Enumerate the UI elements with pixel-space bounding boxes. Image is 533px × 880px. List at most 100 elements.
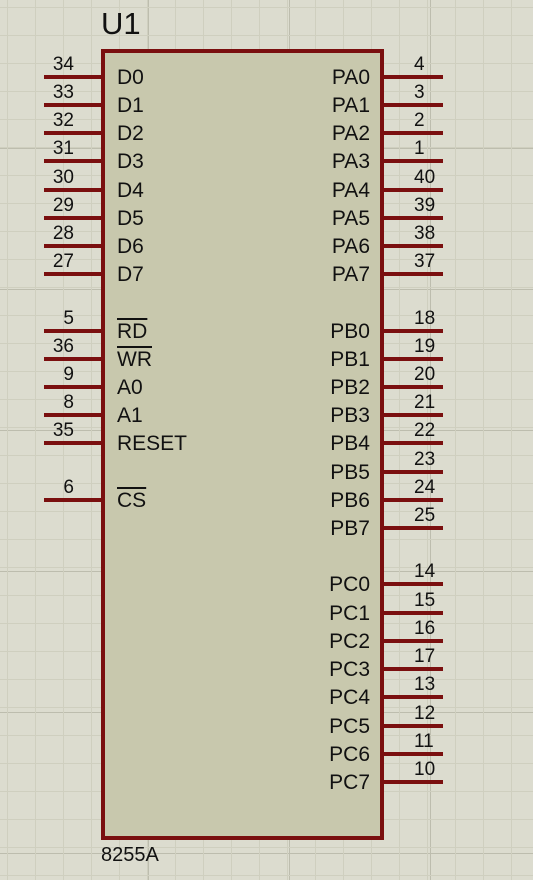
pin-name: CS [117,489,147,512]
pin-name: PC4 [329,686,370,709]
pin-name: A1 [117,404,143,427]
pin-name: RESET [117,432,188,455]
pin-name: PB7 [330,517,370,540]
pin-wire[interactable] [44,216,101,220]
pin-name: D4 [117,179,144,202]
pin-number: 27 [52,251,74,272]
pin-wire[interactable] [384,159,443,163]
pin-wire[interactable] [44,329,101,333]
pin-name: PC3 [329,658,370,681]
pin-wire[interactable] [384,441,443,445]
pin-name: PA7 [331,263,370,286]
component-reference[interactable]: U1 [101,6,141,41]
pin-number: 3 [414,82,425,103]
pin-number: 30 [52,167,74,188]
pin-number: 32 [52,110,74,131]
pin-wire[interactable] [384,385,443,389]
pin-number: 5 [63,308,74,329]
pin-name: D1 [117,94,144,117]
pin-number: 28 [52,223,74,244]
pin-wire[interactable] [44,75,101,79]
pin-number: 10 [414,759,436,780]
pin-number: 12 [414,703,436,724]
pin-number: 1 [414,138,425,159]
pin-wire[interactable] [44,413,101,417]
pin-wire[interactable] [384,582,443,586]
pin-wire[interactable] [44,385,101,389]
pin-name: PB4 [330,432,370,455]
pin-number: 25 [414,505,436,526]
pin-number: 17 [414,646,436,667]
pin-wire[interactable] [384,780,443,784]
pin-wire[interactable] [384,75,443,79]
pin-number: 35 [52,420,74,441]
pin-number: 29 [52,195,74,216]
pin-name: D3 [117,150,144,173]
pin-name: PB5 [330,461,370,484]
pin-name: PA0 [331,66,370,89]
pin-wire[interactable] [384,216,443,220]
pin-wire[interactable] [384,470,443,474]
pin-wire[interactable] [384,329,443,333]
pin-name: PC5 [329,715,370,738]
pin-wire[interactable] [384,498,443,502]
pin-name: RD [117,320,148,343]
pin-wire[interactable] [44,131,101,135]
pin-name: D2 [117,122,144,145]
pin-number: 20 [414,364,436,385]
pin-name: PB3 [330,404,370,427]
pin-number: 34 [52,54,74,75]
component-part-name[interactable]: 8255A [101,844,159,866]
pin-name: D7 [117,263,144,286]
pin-wire[interactable] [384,357,443,361]
pin-number: 31 [52,138,74,159]
pin-wire[interactable] [384,724,443,728]
pin-wire[interactable] [384,272,443,276]
pin-number: 13 [414,674,436,695]
pin-wire[interactable] [384,526,443,530]
pin-wire[interactable] [44,159,101,163]
pin-wire[interactable] [44,498,101,502]
pin-name: PA2 [331,122,370,145]
pin-number: 9 [63,364,74,385]
component-body[interactable] [101,49,384,840]
pin-number: 21 [414,392,436,413]
pin-number: 33 [52,82,74,103]
pin-number: 24 [414,477,436,498]
pin-name: D5 [117,207,144,230]
pin-name: PC6 [329,743,370,766]
pin-number: 23 [414,449,436,470]
pin-wire[interactable] [384,413,443,417]
pin-wire[interactable] [384,667,443,671]
pin-name: PB1 [330,348,370,371]
pin-wire[interactable] [384,103,443,107]
pin-wire[interactable] [44,188,101,192]
pin-wire[interactable] [44,244,101,248]
pin-number: 22 [414,420,436,441]
pin-name: D6 [117,235,144,258]
pin-number: 4 [414,54,425,75]
pin-wire[interactable] [384,639,443,643]
pin-wire[interactable] [384,752,443,756]
pin-wire[interactable] [384,611,443,615]
pin-name: PC0 [329,573,370,596]
pin-number: 18 [414,308,436,329]
pin-wire[interactable] [384,131,443,135]
pin-wire[interactable] [44,272,101,276]
pin-wire[interactable] [384,244,443,248]
pin-wire[interactable] [44,103,101,107]
pin-name: PA3 [331,150,370,173]
pin-name: PA1 [331,94,370,117]
pin-wire[interactable] [384,695,443,699]
pin-name: PA4 [331,179,370,202]
pin-wire[interactable] [44,357,101,361]
pin-name: PC7 [329,771,370,794]
pin-number: 15 [414,590,436,611]
pin-name: A0 [117,376,143,399]
pin-wire[interactable] [44,441,101,445]
pin-name: PB2 [330,376,370,399]
pin-wire[interactable] [384,188,443,192]
pin-number: 11 [414,731,434,752]
pin-name: D0 [117,66,144,89]
